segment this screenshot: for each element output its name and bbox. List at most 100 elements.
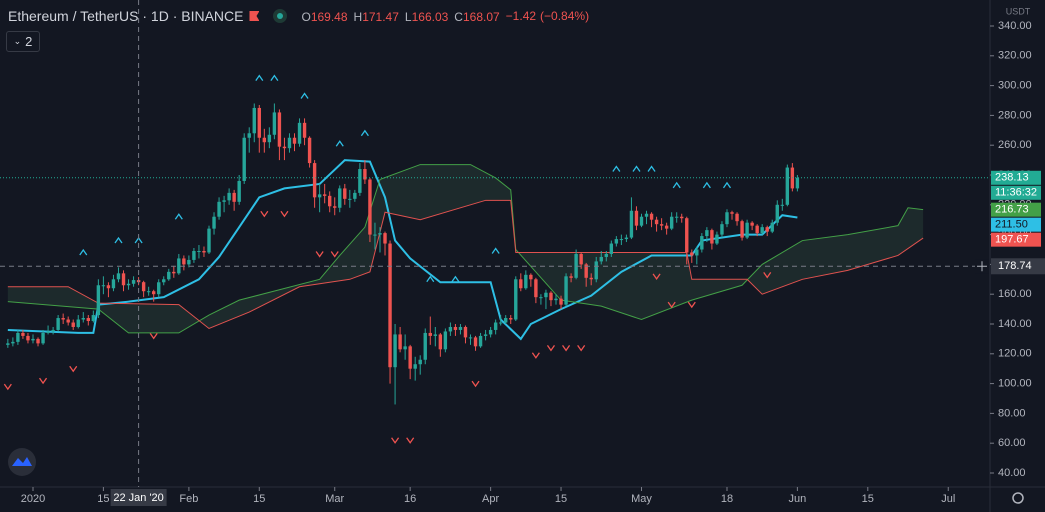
candle-body — [227, 192, 231, 201]
signal-down — [546, 344, 556, 352]
price-badge — [991, 232, 1041, 247]
x-tick-label: Jun — [789, 493, 807, 505]
candle-body — [735, 213, 739, 222]
signal-down — [667, 301, 676, 309]
signal-down — [687, 301, 696, 309]
candle-body — [197, 250, 201, 252]
candle-body — [423, 332, 427, 360]
candle-body — [614, 239, 619, 244]
logo-icon — [12, 457, 32, 466]
candle-body — [327, 195, 332, 207]
plot-area — [3, 74, 924, 444]
crosshair-x-label: 22 Jan '20 — [113, 492, 163, 504]
x-tick-label: 15 — [253, 493, 265, 505]
candle-body — [710, 230, 714, 244]
signal-up — [360, 129, 369, 137]
candle-body — [524, 274, 528, 289]
candle-body — [644, 213, 649, 217]
candle-body — [589, 277, 593, 280]
y-tick-label: 120.00 — [998, 348, 1032, 360]
l-value: 166.03 — [411, 10, 449, 24]
symbol-title[interactable]: Ethereum / TetherUS · 1D · BINANCE — [8, 8, 244, 24]
candle-body — [554, 298, 558, 301]
y-tick-label: 320.00 — [998, 50, 1032, 62]
candle-body — [408, 346, 412, 369]
candle-body — [669, 216, 674, 229]
header: Ethereum / TetherUS · 1D · BINANCE O169.… — [8, 8, 589, 24]
signal-up — [270, 74, 279, 82]
x-tick-label: Jul — [941, 493, 955, 505]
cloud — [7, 164, 924, 333]
candle-body — [785, 167, 790, 205]
candle-body — [96, 285, 101, 316]
signal-up — [335, 140, 344, 147]
candle-body — [740, 221, 744, 238]
signal-down — [149, 333, 158, 340]
candle-body — [187, 259, 191, 265]
candle-body — [71, 322, 75, 327]
signal-up — [114, 236, 123, 244]
c-label: C — [454, 10, 463, 24]
candle-body — [51, 329, 55, 332]
candle-body — [705, 230, 709, 237]
x-tick-label: 2020 — [21, 493, 45, 505]
candle-body — [237, 180, 241, 202]
candle-body — [795, 177, 800, 189]
indicator-toggle[interactable]: ⌄ 2 — [6, 31, 40, 52]
candle-body — [307, 137, 312, 164]
candle-body — [146, 291, 151, 293]
y-tick-label: 60.00 — [998, 437, 1026, 449]
candle-body — [207, 228, 211, 253]
candle-body — [36, 338, 40, 344]
candle-body — [292, 137, 297, 144]
candle-body — [373, 234, 377, 236]
signal-down — [406, 437, 415, 444]
x-tick-label: 15 — [97, 493, 109, 505]
candle-body — [66, 319, 70, 323]
signal-down — [260, 210, 269, 218]
candle-body — [106, 285, 111, 289]
candle-body — [529, 274, 533, 280]
indicator-count: 2 — [25, 34, 33, 49]
candle-body — [509, 318, 513, 320]
price-badge-label: 197.67 — [995, 234, 1029, 246]
candle-body — [438, 334, 443, 350]
candle-body — [780, 204, 785, 206]
candle-body — [569, 276, 573, 278]
candle-body — [41, 332, 45, 344]
signal-up — [174, 213, 183, 220]
candle-body — [212, 216, 216, 229]
signal-down — [280, 210, 289, 218]
candle-body — [297, 122, 302, 144]
y-tick-label: 140.00 — [998, 318, 1032, 330]
candle-body — [101, 285, 106, 287]
candle-body — [690, 252, 694, 256]
candle-body — [659, 224, 664, 226]
candle-body — [629, 210, 634, 238]
candle-body — [498, 322, 503, 324]
signal-down — [577, 344, 586, 352]
candle-body — [755, 225, 759, 234]
x-tick-label: 16 — [404, 493, 416, 505]
settings[interactable] — [1012, 492, 1024, 504]
candle-body — [433, 334, 438, 336]
signal-down — [562, 344, 571, 352]
l-label: L — [404, 10, 412, 24]
candle-body — [21, 332, 25, 336]
h-label: H — [353, 10, 363, 24]
y-tick-label: 280.00 — [998, 109, 1032, 121]
crosshair-y-badge — [991, 258, 1045, 275]
candle-body — [338, 188, 342, 208]
candle-body — [126, 283, 131, 286]
candle-body — [333, 206, 337, 208]
currency: USDT — [1006, 6, 1031, 16]
candle-body — [413, 364, 417, 369]
indicator-line — [7, 199, 924, 330]
crosshair-x-badge — [110, 489, 167, 506]
price-axis — [990, 0, 1045, 512]
candle-body — [579, 253, 583, 265]
flag[interactable] — [249, 11, 260, 21]
candle-body — [202, 250, 206, 253]
crosshair-y-label: 178.74 — [998, 260, 1032, 272]
